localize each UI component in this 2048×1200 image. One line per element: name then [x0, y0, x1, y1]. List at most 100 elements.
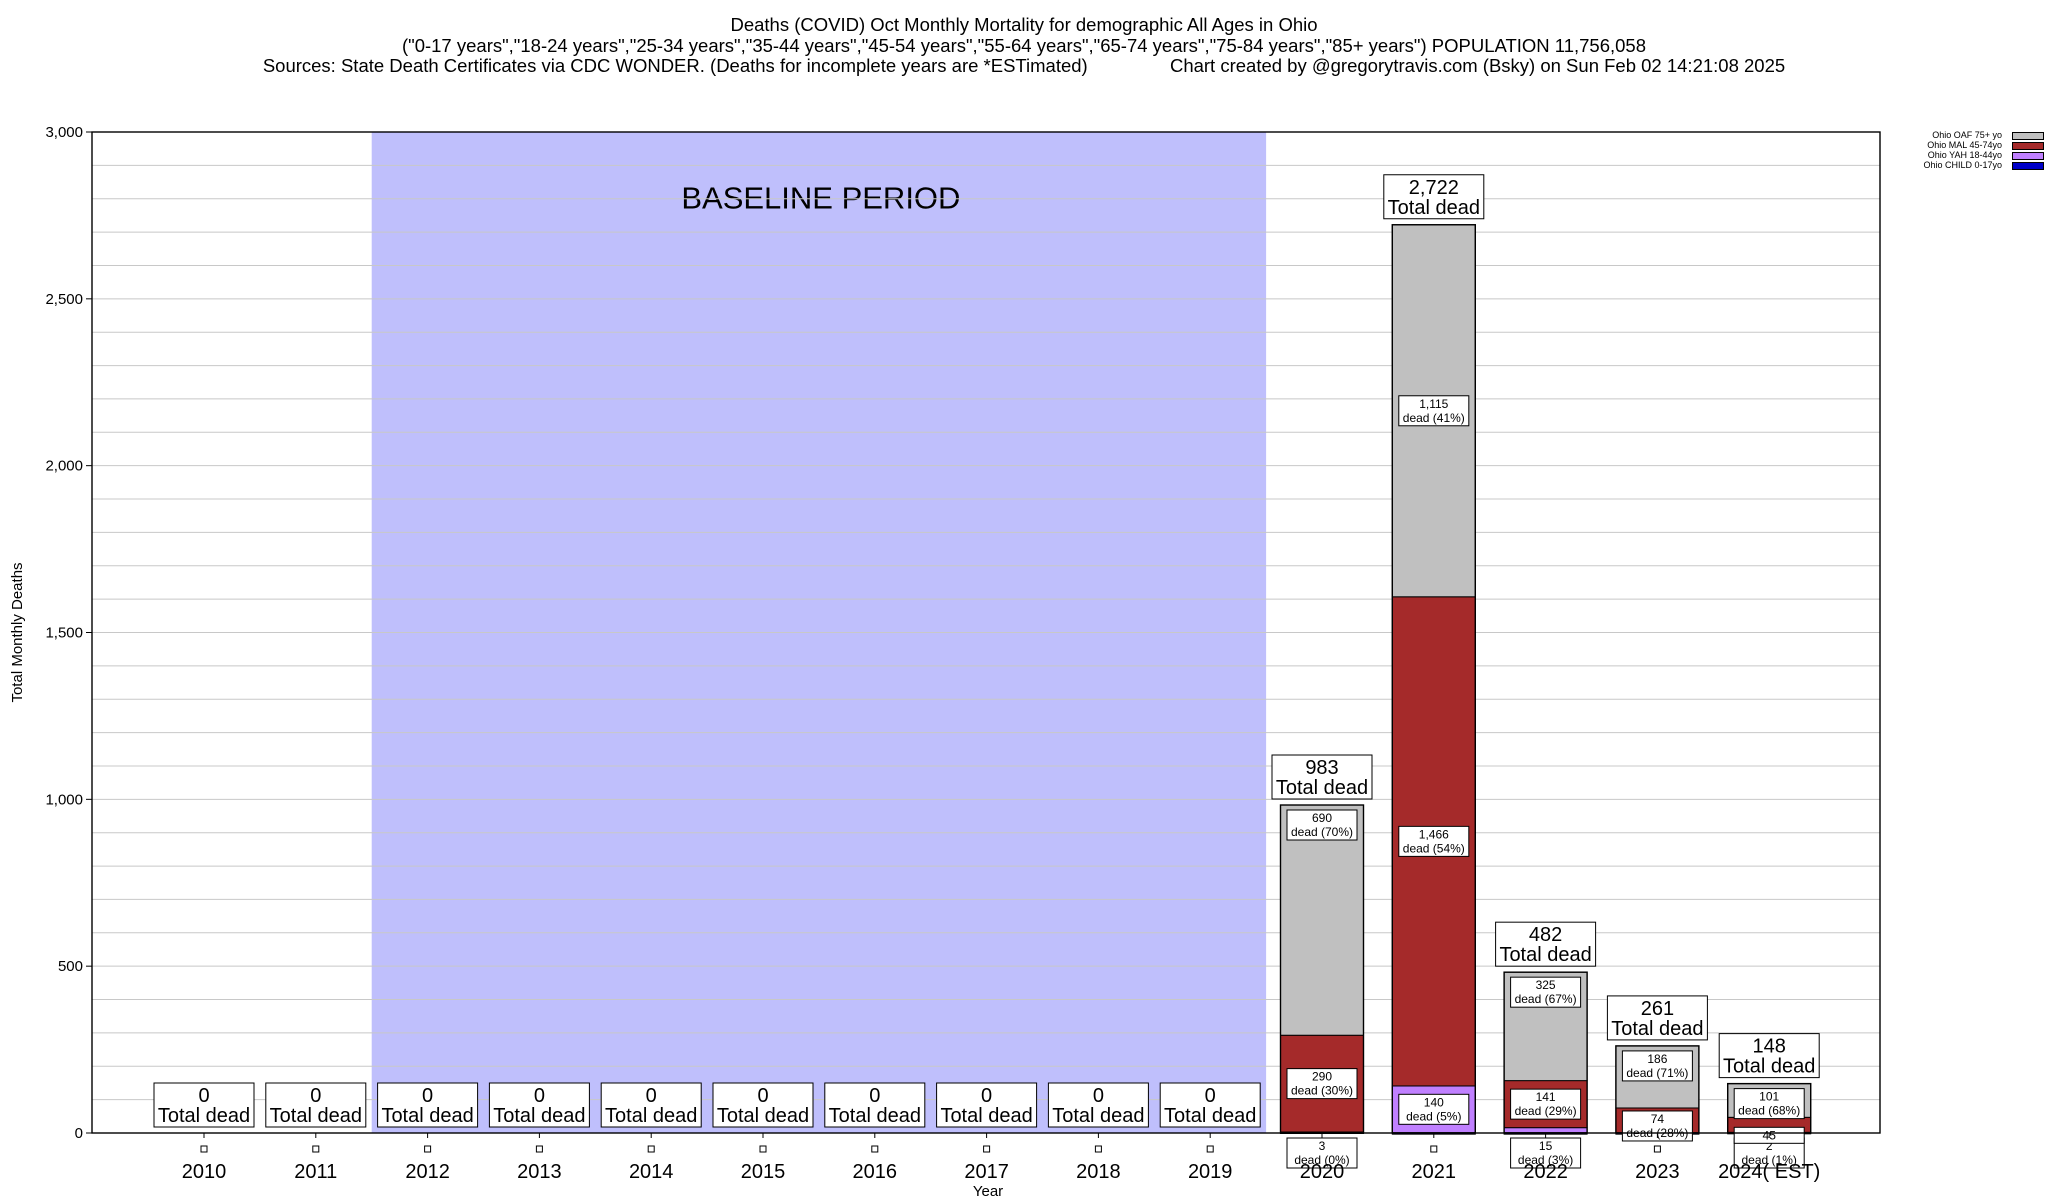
segment-label-box — [1510, 1088, 1582, 1120]
total-label-value: 0 — [310, 1085, 321, 1107]
chart-subtitle-source: Sources: State Death Certificates via CD… — [262, 55, 1786, 76]
segment-label-value: 690 — [1312, 811, 1332, 825]
segment-label-value: 140 — [1424, 1095, 1444, 1109]
total-label-value: 482 — [1529, 924, 1562, 946]
total-label-suffix: Total dead — [1276, 777, 1368, 799]
year-marker — [200, 1145, 208, 1153]
total-label-suffix: Total dead — [493, 1105, 585, 1127]
segment-label-value: 1,115 — [1419, 397, 1448, 411]
total-label-suffix: Total dead — [1052, 1105, 1144, 1127]
chart-title: Deaths (COVID) Oct Monthly Mortality for… — [730, 14, 1318, 35]
year-marker — [759, 1145, 767, 1153]
total-label-suffix: Total dead — [1499, 944, 1591, 966]
segment-label-box — [1733, 1088, 1805, 1120]
year-marker — [312, 1145, 320, 1153]
total-label-suffix: Total dead — [1611, 1018, 1703, 1040]
legend-item: Ohio CHILD 0-17yo — [1878, 160, 2044, 170]
total-label-box — [1495, 921, 1597, 967]
year-marker — [1430, 1145, 1438, 1153]
segment-label-value: 74 — [1651, 1112, 1665, 1126]
total-label-value: 148 — [1753, 1036, 1786, 1058]
segment-label-value: 101 — [1759, 1090, 1779, 1104]
x-tick-label: 2024( EST) — [1718, 1161, 1820, 1183]
segment-label-pct: dead (41%) — [1403, 411, 1465, 425]
y-tick-label: 2,500 — [45, 291, 83, 308]
total-label-box — [712, 1082, 814, 1128]
year-marker — [1653, 1145, 1661, 1153]
legend-item: Ohio MAL 45-74yo — [1878, 140, 2044, 150]
total-label-value: 0 — [1093, 1085, 1104, 1107]
segment-label-value: 186 — [1647, 1052, 1667, 1066]
total-label-value: 261 — [1641, 998, 1674, 1020]
total-label-value: 0 — [869, 1085, 880, 1107]
y-tick-label: 0 — [75, 1125, 83, 1142]
y-tick-label: 1,500 — [45, 625, 83, 642]
chart-subtitle-ages: ("0-17 years","18-24 years","25-34 years… — [401, 35, 1647, 56]
x-tick-label: 2022 — [1523, 1161, 1568, 1183]
segment-label-value: 2 — [1766, 1139, 1773, 1153]
segment-label-box — [1286, 1068, 1358, 1100]
legend-item: Ohio OAF 75+ yo — [1878, 130, 2044, 140]
legend-item: Ohio YAH 18-44yo — [1878, 150, 2044, 160]
total-label-value: 0 — [757, 1085, 768, 1107]
x-tick-label: 2018 — [1076, 1161, 1121, 1183]
year-marker — [1206, 1145, 1214, 1153]
segment-label-box — [1621, 1050, 1693, 1082]
segment-label-pct: dead (1%) — [1742, 1153, 1797, 1167]
total-label-suffix: Total dead — [1723, 1056, 1815, 1078]
x-axis-label: Year — [973, 1183, 1003, 1200]
total-label-value: 0 — [646, 1085, 657, 1107]
legend-label: Ohio YAH 18-44yo — [1927, 150, 2002, 160]
total-label-box — [1271, 754, 1373, 800]
total-label-suffix: Total dead — [1164, 1105, 1256, 1127]
total-label-box — [824, 1082, 926, 1128]
segment-label-pct: dead (30%) — [1291, 1084, 1353, 1098]
segment-label-box — [1398, 825, 1470, 857]
total-label-box — [1159, 1082, 1261, 1128]
x-tick-label: 2016 — [853, 1161, 898, 1183]
total-label-suffix: Total dead — [381, 1105, 473, 1127]
total-label-value: 0 — [198, 1085, 209, 1107]
y-axis-label: Total Monthly Deaths — [9, 562, 26, 702]
legend-label: Ohio MAL 45-74yo — [1927, 140, 2002, 150]
year-marker — [535, 1145, 543, 1153]
total-label-value: 2,722 — [1409, 177, 1459, 199]
segment-label-pct: dead (71%) — [1626, 1066, 1688, 1080]
total-label-box — [936, 1082, 1038, 1128]
total-label-suffix: Total dead — [829, 1105, 921, 1127]
segment-label-value: 325 — [1536, 978, 1556, 992]
total-label-suffix: Total dead — [605, 1105, 697, 1127]
segment-label-box — [1286, 809, 1358, 841]
x-tick-label: 2015 — [741, 1161, 786, 1183]
total-label-value: 0 — [422, 1085, 433, 1107]
total-label-box — [1047, 1082, 1149, 1128]
x-tick-label: 2011 — [294, 1161, 337, 1183]
year-marker — [871, 1145, 879, 1153]
legend-label: Ohio CHILD 0-17yo — [1923, 160, 2002, 170]
chart-legend: Ohio OAF 75+ yo Ohio MAL 45-74yo Ohio YAH … — [1878, 130, 2044, 170]
legend-label: Ohio OAF 75+ yo — [1932, 130, 2002, 140]
x-tick-label: 2019 — [1188, 1161, 1233, 1183]
x-tick-label: 2023 — [1635, 1161, 1680, 1183]
segment-label-value: 1,466 — [1419, 827, 1449, 841]
segment-label-value: 290 — [1312, 1070, 1332, 1084]
segment-label-value: 3 — [1319, 1139, 1326, 1153]
x-tick-label: 2021 — [1412, 1161, 1457, 1183]
total-label-box — [265, 1082, 367, 1128]
legend-swatch — [2012, 142, 2044, 150]
total-label-box — [1383, 174, 1485, 220]
legend-swatch — [2012, 162, 2044, 170]
segment-label-value: 15 — [1539, 1139, 1553, 1153]
segment-label-value: 141 — [1536, 1090, 1556, 1104]
year-marker — [983, 1145, 991, 1153]
segment-label-pct: dead (70%) — [1291, 825, 1353, 839]
total-label-value: 0 — [534, 1085, 545, 1107]
segment-label-pct: dead (68%) — [1738, 1104, 1800, 1118]
x-tick-label: 2017 — [964, 1161, 1009, 1183]
y-tick-label: 500 — [58, 958, 83, 975]
legend-swatch — [2012, 152, 2044, 160]
x-tick-label: 2014 — [629, 1161, 674, 1183]
total-label-suffix: Total dead — [158, 1105, 250, 1127]
